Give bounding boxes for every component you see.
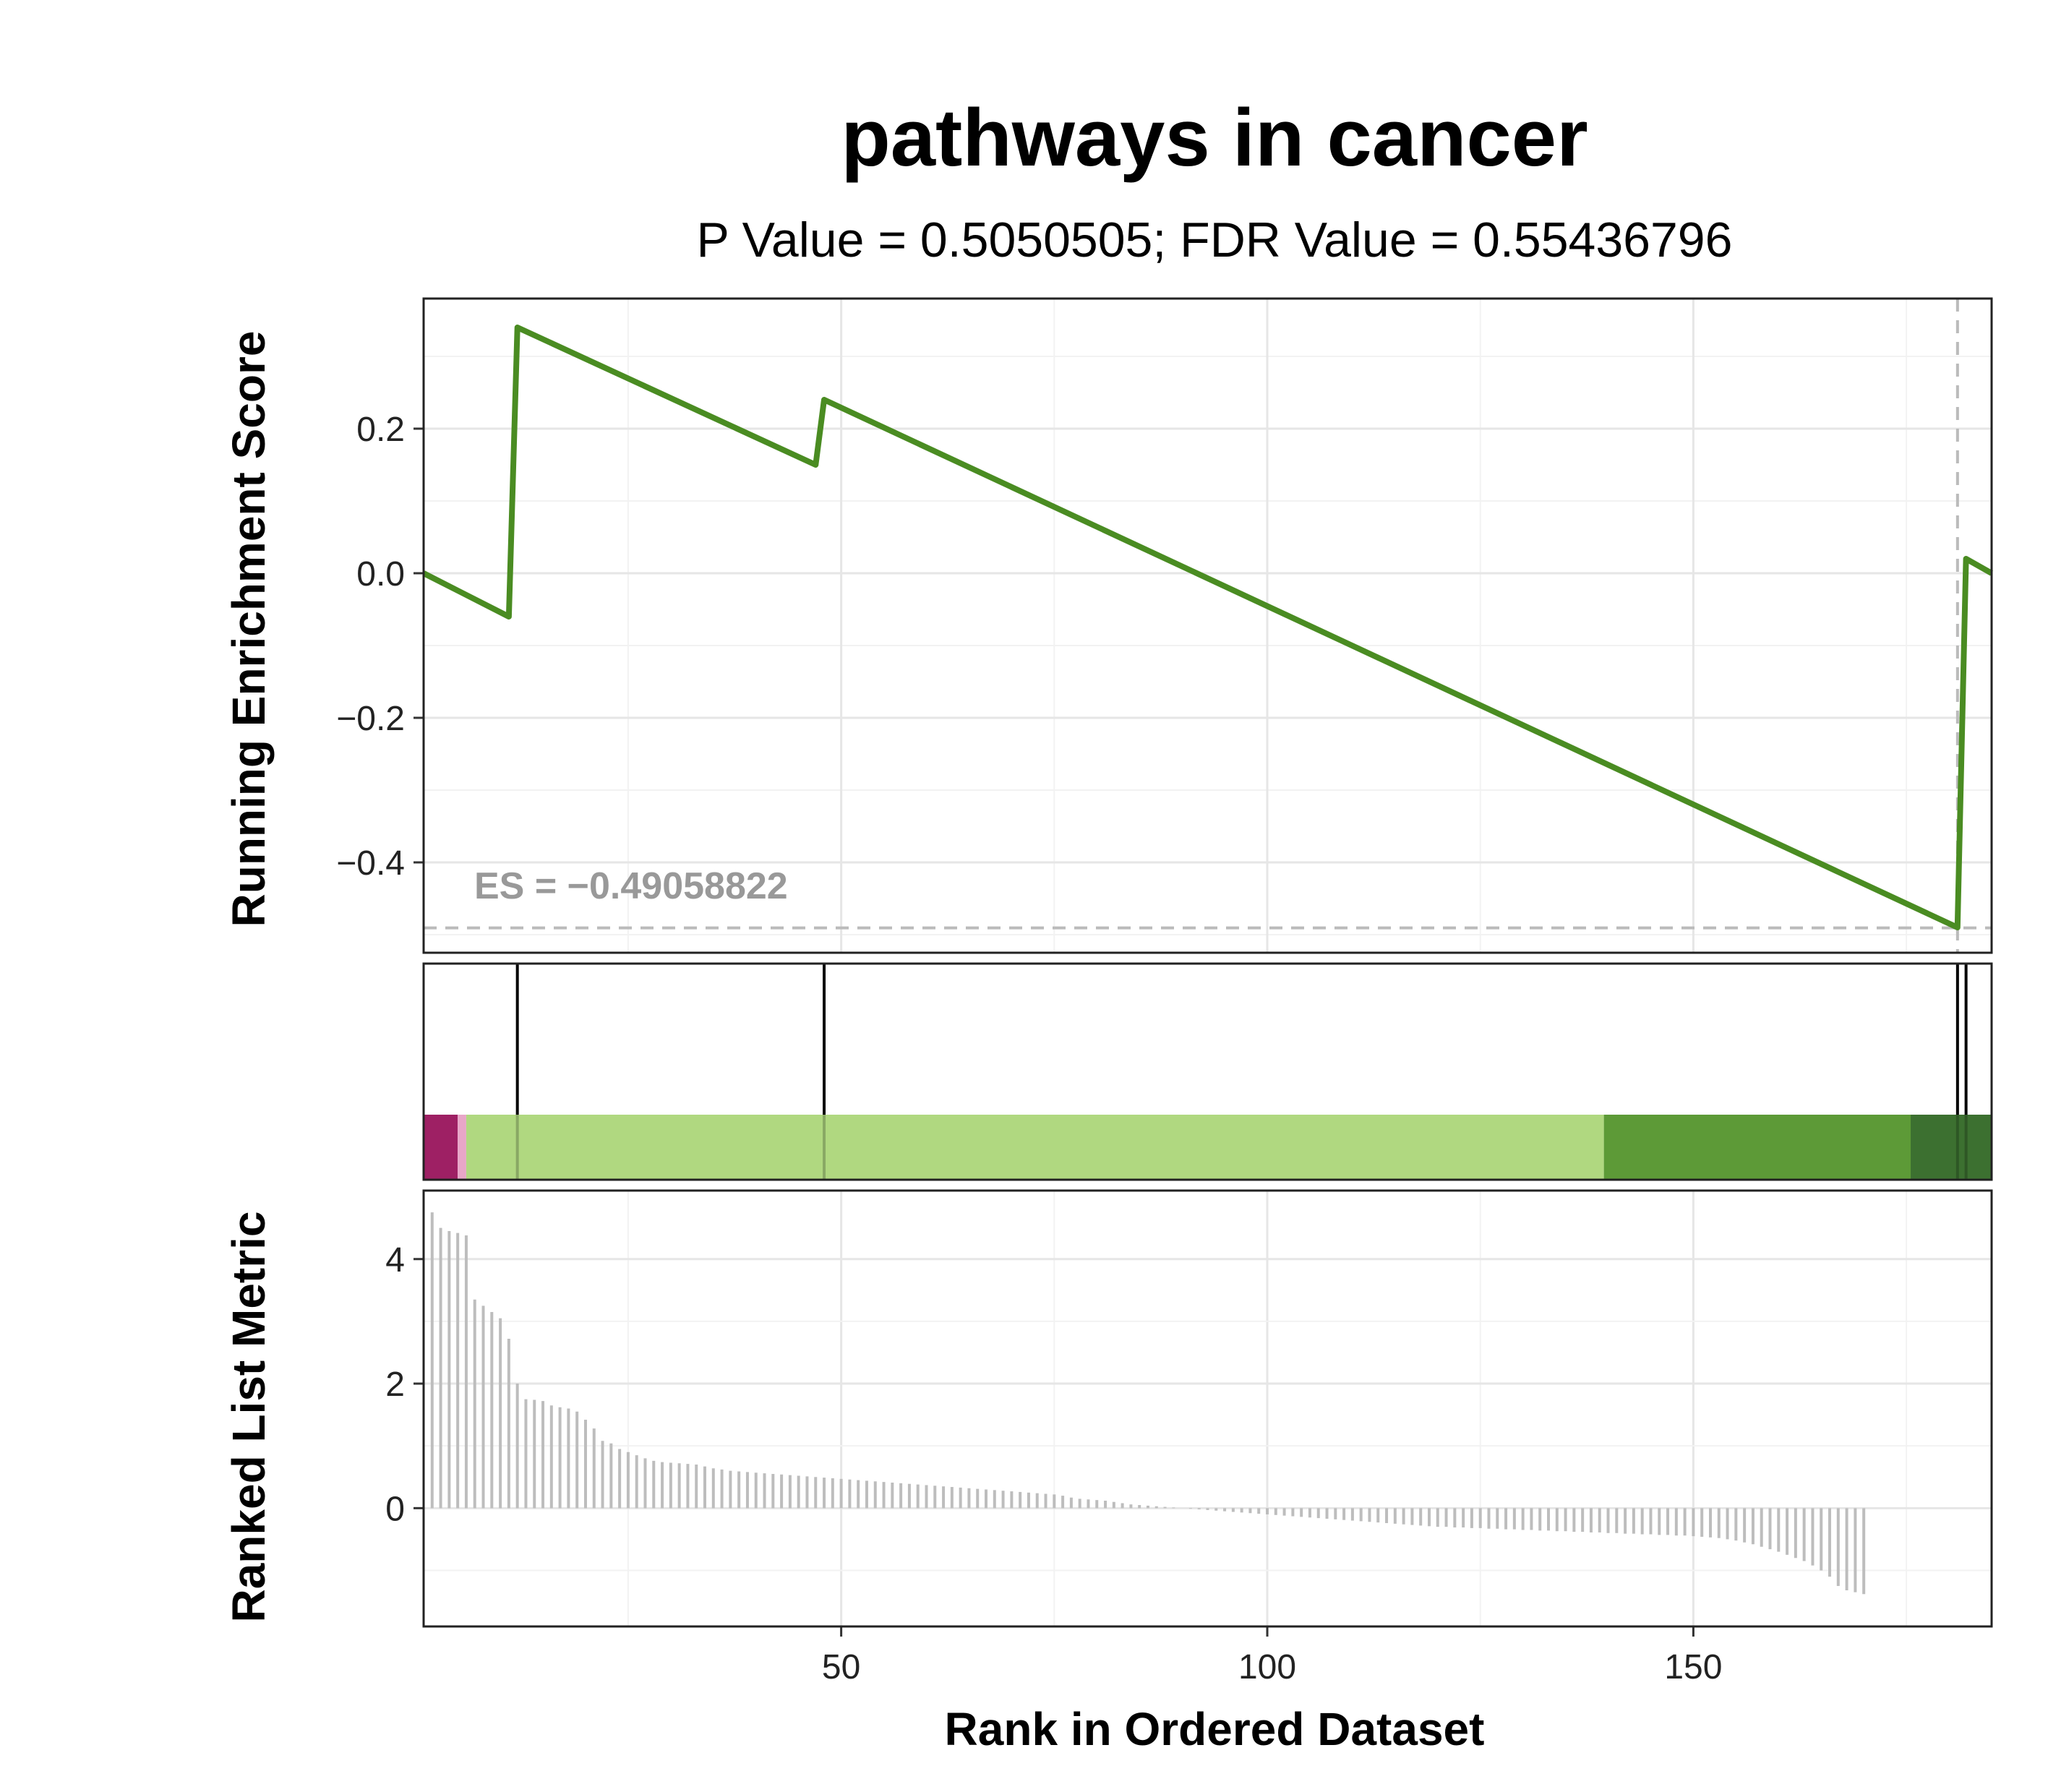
x-axis-label: Rank in Ordered Dataset <box>944 1703 1485 1755</box>
y-tick-label: −0.4 <box>336 844 405 883</box>
metric-gridlines <box>424 1191 1992 1626</box>
hits-panel-frame <box>422 962 1993 1181</box>
metric-bars <box>430 1212 1866 1595</box>
panel-frames <box>422 297 1993 1628</box>
rank-color-band <box>458 1115 466 1180</box>
rank-color-band <box>424 1115 458 1180</box>
chart-subtitle: P Value = 0.5050505; FDR Value = 0.55436… <box>696 213 1733 267</box>
y-axis-label-metric: Ranked List Metric <box>223 1211 275 1623</box>
running-es-line <box>422 325 1993 930</box>
x-tick-label: 50 <box>822 1648 860 1686</box>
y-tick-label: 0.0 <box>356 555 405 593</box>
chart-title: pathways in cancer <box>841 93 1588 183</box>
running-es-series <box>422 325 1993 930</box>
enrichment-y-ticks: −0.4 −0.2 0.0 0.2 <box>336 411 424 883</box>
enrichment-panel-background <box>424 299 1992 953</box>
y-tick-label: 2 <box>385 1366 405 1404</box>
x-axis-ticks: 50 100 150 <box>822 1626 1722 1686</box>
enrichment-panel <box>424 299 1992 953</box>
rank-color-band <box>1603 1115 1911 1180</box>
metric-panel-frame <box>422 1189 1993 1628</box>
x-tick-label: 100 <box>1238 1648 1296 1686</box>
metric-y-ticks: 0 2 4 <box>385 1241 424 1528</box>
hits-panel <box>424 964 1992 1180</box>
y-tick-label: −0.2 <box>336 700 405 738</box>
x-tick-label: 150 <box>1664 1648 1722 1686</box>
rank-color-band <box>1911 1115 1992 1180</box>
enrichment-gridlines <box>424 299 1992 953</box>
es-annotation: ES = −0.49058822 <box>474 865 788 907</box>
y-tick-label: 0.2 <box>356 411 405 449</box>
y-tick-label: 0 <box>385 1490 405 1528</box>
enrichment-panel-frame <box>422 297 1993 954</box>
y-tick-label: 4 <box>385 1241 405 1279</box>
y-axis-label-enrichment: Running Enrichment Score <box>223 330 275 927</box>
rank-color-band <box>466 1115 1604 1180</box>
